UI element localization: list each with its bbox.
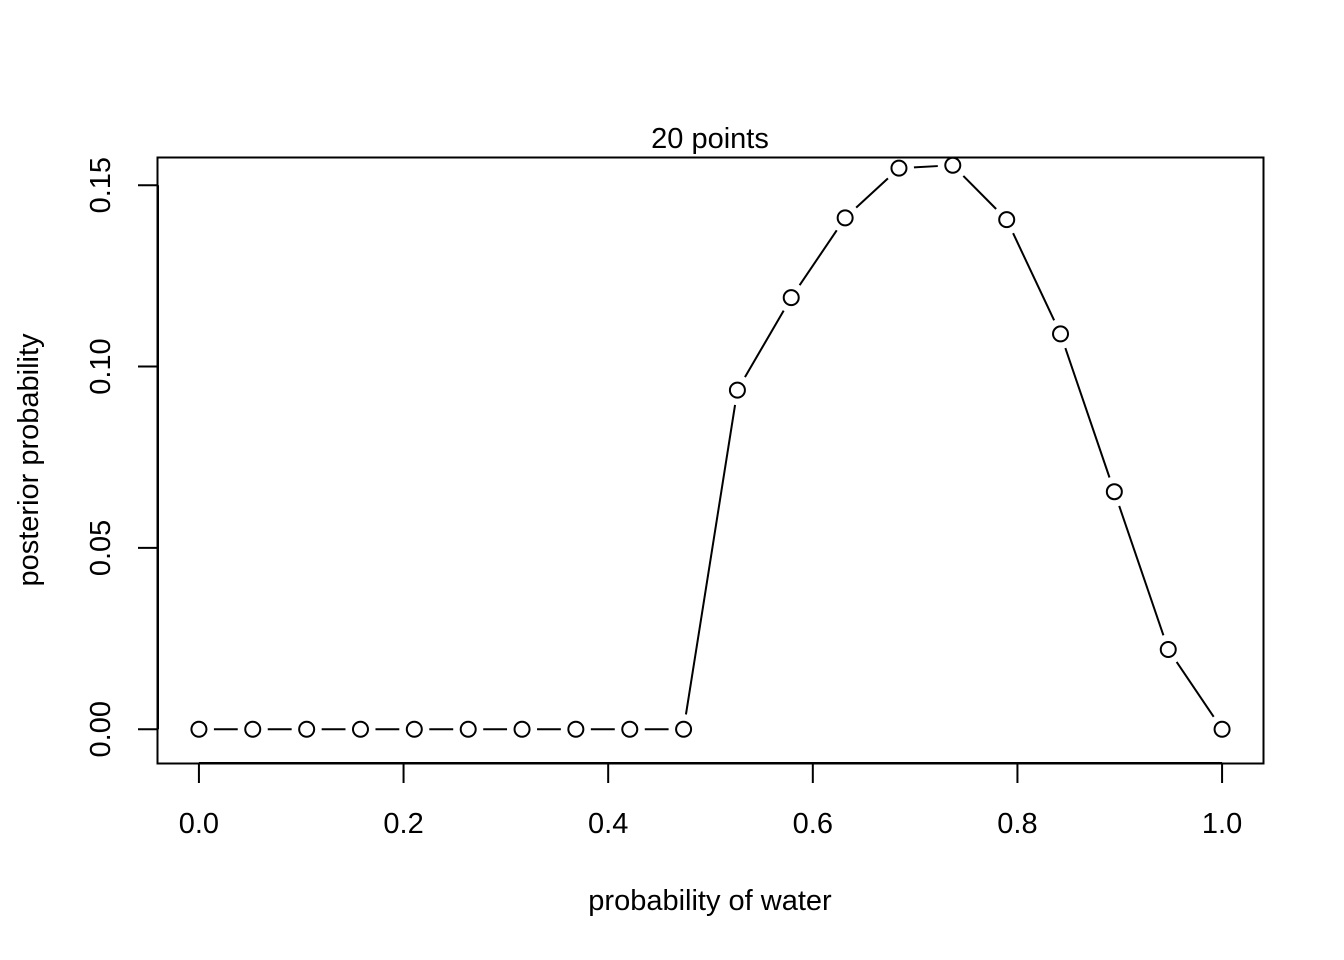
x-tick-label: 0.0 bbox=[179, 808, 219, 840]
x-tick-label: 0.6 bbox=[793, 808, 833, 840]
data-point bbox=[1159, 640, 1177, 658]
line-segment bbox=[798, 229, 838, 286]
data-point bbox=[890, 159, 908, 177]
line-segment bbox=[1012, 232, 1056, 321]
x-tick-label: 1.0 bbox=[1202, 808, 1242, 840]
y-tick-label: 0.10 bbox=[85, 338, 117, 394]
data-point bbox=[836, 209, 854, 227]
y-axis: 0.00 0.05 0.10 0.15 bbox=[85, 157, 159, 757]
line-segment bbox=[1175, 661, 1215, 718]
y-axis-label: posterior probability bbox=[13, 333, 45, 587]
x-axis-label: probability of water bbox=[588, 885, 832, 917]
data-point bbox=[944, 156, 962, 174]
data-point bbox=[1213, 720, 1231, 738]
x-axis: 0.0 0.2 0.4 0.6 0.8 1.0 bbox=[179, 762, 1242, 840]
plot-frame bbox=[156, 156, 1265, 765]
data-point bbox=[459, 720, 477, 738]
series-line bbox=[213, 165, 1215, 731]
data-point bbox=[513, 720, 531, 738]
data-point bbox=[1105, 483, 1123, 501]
series-points bbox=[190, 156, 1231, 738]
line-segment bbox=[913, 165, 938, 169]
data-point bbox=[1052, 325, 1070, 343]
data-point bbox=[675, 720, 693, 738]
x-tick-label: 0.8 bbox=[997, 808, 1037, 840]
x-tick-label: 0.4 bbox=[588, 808, 628, 840]
chart-title: 20 points bbox=[651, 123, 769, 155]
data-point bbox=[405, 720, 423, 738]
data-point bbox=[998, 211, 1016, 229]
y-tick-label: 0.15 bbox=[85, 157, 117, 213]
line-segment bbox=[1064, 347, 1111, 478]
data-point bbox=[244, 720, 262, 738]
data-point bbox=[190, 720, 208, 738]
data-point bbox=[621, 720, 639, 738]
data-point bbox=[351, 720, 369, 738]
line-segment bbox=[855, 177, 889, 209]
y-tick-label: 0.00 bbox=[85, 701, 117, 757]
line-segment bbox=[962, 175, 997, 210]
data-point bbox=[782, 289, 800, 307]
data-point bbox=[728, 381, 746, 399]
x-tick-label: 0.2 bbox=[383, 808, 423, 840]
data-point bbox=[298, 720, 316, 738]
line-segment bbox=[744, 310, 785, 378]
data-point bbox=[567, 720, 585, 738]
line-segment bbox=[684, 404, 737, 715]
y-tick-label: 0.05 bbox=[85, 520, 117, 576]
line-segment bbox=[1118, 505, 1165, 636]
